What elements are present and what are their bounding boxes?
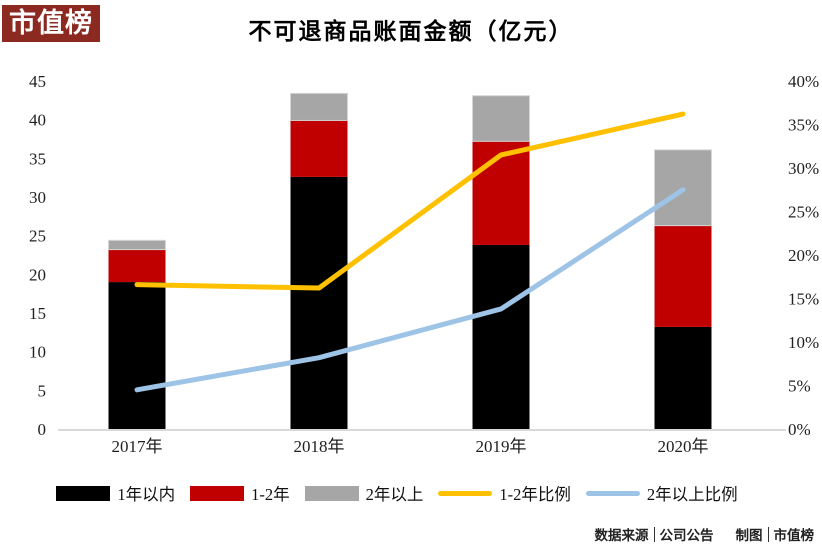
left-axis-tick-label: 40 bbox=[29, 111, 46, 130]
footer-divider bbox=[767, 526, 769, 542]
left-axis-tick-label: 35 bbox=[29, 149, 46, 168]
chart-footer: 数据来源 公司公告 制图 市值榜 bbox=[594, 524, 815, 544]
right-axis-tick-label: 10% bbox=[788, 333, 819, 352]
footer-source-label: 数据来源 bbox=[594, 528, 649, 543]
right-axis-tick-label: 30% bbox=[788, 159, 819, 178]
bar-segment-1-2年 bbox=[108, 249, 166, 283]
legend-label: 1-2年 bbox=[251, 485, 290, 504]
legend-label: 1年以内 bbox=[117, 485, 176, 504]
x-axis-category-label: 2018年 bbox=[294, 437, 345, 456]
left-axis-tick-label: 15 bbox=[29, 304, 46, 323]
line-series-2年以上比例 bbox=[134, 187, 686, 393]
left-axis-tick-label: 25 bbox=[29, 227, 46, 246]
legend-item-1年以内: 1年以内 bbox=[56, 481, 175, 505]
footer-credit-value: 市值榜 bbox=[773, 528, 815, 543]
right-axis-tick-label: 40% bbox=[788, 72, 819, 91]
left-axis-tick-label: 5 bbox=[38, 381, 47, 400]
bar-segment-2年以上 bbox=[472, 95, 530, 142]
legend-line-swatch-1-2年比例 bbox=[438, 490, 493, 496]
bar-segment-1-2年 bbox=[290, 120, 348, 177]
x-axis-category-label: 2017年 bbox=[112, 437, 163, 456]
legend-label: 2年以上 bbox=[365, 485, 424, 504]
right-axis-tick-label: 20% bbox=[788, 246, 819, 265]
legend-bar-swatch-1-2年 bbox=[190, 485, 245, 501]
bar-segment-1-2年 bbox=[472, 141, 530, 245]
right-axis-tick-label: 0% bbox=[788, 420, 811, 439]
left-axis-tick-label: 30 bbox=[29, 188, 46, 207]
bar-segment-1年以内 bbox=[108, 282, 166, 429]
footer-credit-label: 制图 bbox=[735, 528, 763, 543]
legend-bar-swatch-1年以内 bbox=[56, 485, 111, 501]
right-axis-tick-label: 15% bbox=[788, 290, 819, 309]
x-axis-category-label: 2019年 bbox=[476, 437, 527, 456]
right-axis-tick-label: 5% bbox=[788, 377, 811, 396]
bar-segment-1年以内 bbox=[290, 176, 348, 429]
legend-bar-swatch-2年以上 bbox=[304, 485, 359, 501]
chart-title: 不可退商品账面金额（亿元） bbox=[248, 19, 574, 44]
footer-source-value: 公司公告 bbox=[659, 528, 714, 543]
bar-segment-1年以内 bbox=[472, 244, 530, 429]
left-axis-tick-label: 0 bbox=[38, 420, 47, 439]
bar-segment-1-2年 bbox=[654, 225, 712, 327]
chart-legend: 1年以内 1-2年 2年以上 1-2年比例 2年以上比例 bbox=[0, 481, 808, 505]
right-axis-tick-label: 25% bbox=[788, 203, 819, 222]
line-series-1-2年比例 bbox=[134, 111, 686, 291]
shizhibang-logo: 市值榜 bbox=[2, 5, 100, 42]
left-axis-tick-label: 45 bbox=[29, 72, 46, 91]
legend-item-2年以上比例: 2年以上比例 bbox=[585, 481, 738, 505]
legend-item-1-2年比例: 1-2年比例 bbox=[438, 481, 571, 505]
chart-plot-area: 0 5 10 15 20 25 30 35 40 45 0% 5% 10% 15% 20% 25% 30% 35%… bbox=[29, 72, 819, 456]
bar-segment-2年以上 bbox=[290, 92, 348, 121]
legend-item-2年以上: 2年以上 bbox=[304, 481, 424, 505]
legend-label: 2年以上比例 bbox=[646, 485, 738, 504]
right-axis-tick-label: 35% bbox=[788, 116, 819, 135]
left-axis-tick-label: 10 bbox=[29, 343, 46, 362]
legend-label: 1-2年比例 bbox=[499, 485, 571, 504]
legend-item-1-2年: 1-2年 bbox=[190, 481, 290, 505]
bar-segment-2年以上 bbox=[108, 239, 166, 251]
x-axis-category-label: 2020年 bbox=[658, 437, 709, 456]
legend-line-swatch-2年以上比例 bbox=[585, 490, 640, 496]
left-axis-tick-label: 20 bbox=[29, 265, 46, 284]
footer-divider bbox=[653, 526, 655, 542]
bar-segment-1年以内 bbox=[654, 326, 712, 429]
